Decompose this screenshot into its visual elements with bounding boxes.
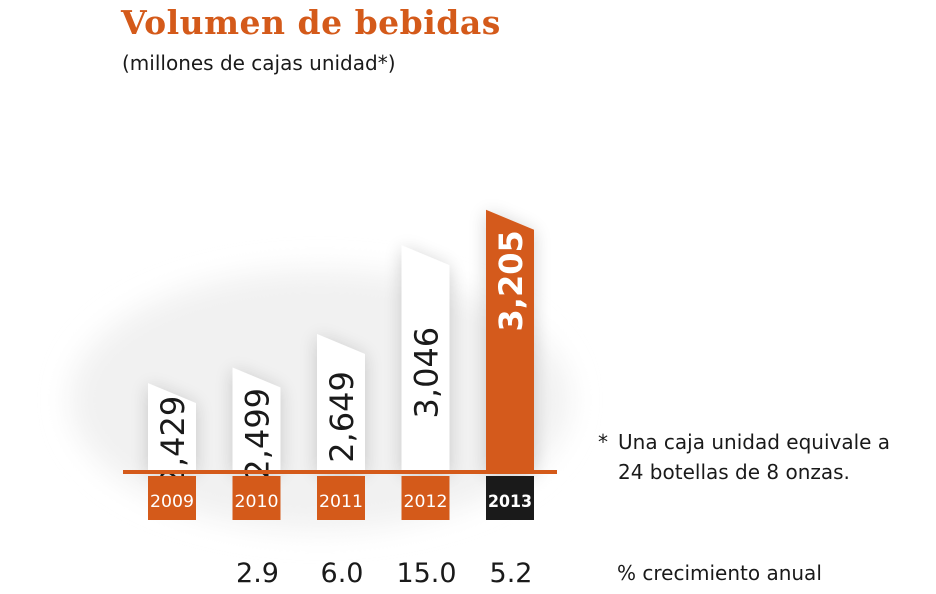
- footnote-text: Una caja unidad equivale a 24 botellas d…: [618, 430, 891, 484]
- baseline: [123, 470, 557, 474]
- year-tag-2013: [486, 476, 534, 520]
- value-label-2012: 3,046: [408, 327, 446, 419]
- growth-value-2010: 2.9: [236, 558, 279, 589]
- bar-2011: [317, 333, 365, 472]
- year-tag-2009: [148, 476, 196, 520]
- footnote-marker: *: [598, 430, 608, 454]
- growth-row-label: % crecimiento anual: [617, 561, 822, 585]
- year-label-2012: 2012: [404, 492, 448, 512]
- value-label-2011: 2,649: [323, 371, 361, 463]
- year-tag-2012: [401, 476, 450, 520]
- bar-2009: [148, 383, 196, 472]
- year-tag-2011: [317, 476, 365, 520]
- growth-value-2013: 5.2: [490, 558, 533, 589]
- year-tag-2010: [232, 476, 281, 520]
- chart-title: Volumen de bebidas: [121, 3, 501, 42]
- bar-2012: [401, 245, 450, 472]
- year-label-2009: 2009: [150, 492, 194, 512]
- growth-value-2011: 6.0: [321, 558, 364, 589]
- year-label-2010: 2010: [235, 492, 279, 512]
- chart-subtitle: (millones de cajas unidad*): [122, 51, 396, 75]
- bar-2013: [486, 209, 534, 473]
- year-label-2011: 2011: [319, 492, 363, 512]
- value-label-2013: 3,205: [492, 230, 530, 331]
- year-label-2013: 2013: [488, 492, 532, 512]
- value-label-2010: 2,499: [239, 388, 277, 480]
- growth-value-2012: 15.0: [396, 558, 456, 589]
- footnote: * Una caja unidad equivale a 24 botellas…: [598, 427, 918, 487]
- bar-2010: [232, 367, 281, 472]
